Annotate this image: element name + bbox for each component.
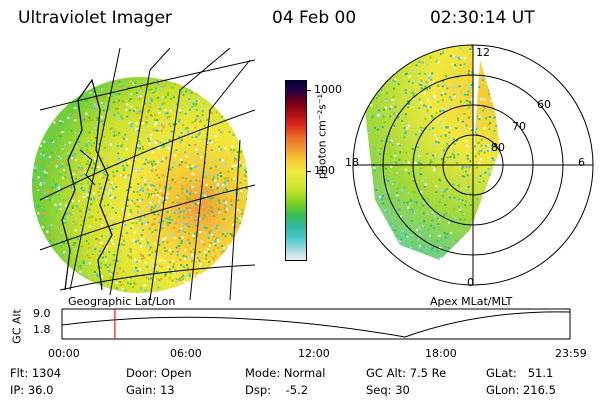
gc-alt-curve: [61, 311, 571, 338]
time-label: 02:30:14 UT: [430, 8, 535, 28]
apex-panel-label: Apex MLat/MLT: [430, 295, 513, 308]
glat-value: GLat: 51.1: [486, 366, 554, 380]
mlat-label-60: 60: [537, 98, 551, 111]
gc-alt-value: GC Alt: 7.5 Re: [366, 366, 447, 380]
mlt-label-12: 12: [476, 46, 490, 59]
seq-value: Seq: 30: [366, 383, 410, 397]
mlat-label-80: 80: [491, 141, 505, 154]
door-value: Door: Open: [126, 366, 192, 380]
mlt-label-0: 0: [467, 276, 474, 289]
colorbar-tick-label: 1000: [314, 83, 342, 97]
gc-alt-axis-label: GC Alt: [10, 309, 24, 344]
time-axis-label-0: 00:00: [48, 347, 80, 360]
gc-alt-y-label-max: 9.0: [33, 307, 51, 320]
date-label: 04 Feb 00: [272, 8, 357, 28]
mlt-label-6: 6: [578, 156, 585, 169]
time-axis-label-4: 23:59: [555, 347, 587, 360]
app-title: Ultraviolet Imager: [18, 8, 172, 28]
mlt-label-18: 18: [345, 156, 359, 169]
time-axis-label-3: 18:00: [425, 347, 457, 360]
glon-value: GLon: 216.5: [486, 383, 556, 397]
colorbar-tick: [306, 90, 311, 92]
colorbar-unit-label: photon cm⁻²s⁻¹: [315, 93, 329, 180]
colorbar-tick: [306, 171, 311, 173]
mlat-label-70: 70: [512, 120, 526, 133]
geographic-panel-label: Geographic Lat/Lon: [68, 295, 176, 308]
gain-value: Gain: 13: [126, 383, 175, 397]
dsp-value: Dsp: -5.2: [245, 383, 309, 397]
mode-value: Mode: Normal: [245, 366, 326, 380]
time-axis-label-2: 12:00: [298, 347, 330, 360]
colorbar: [285, 80, 307, 261]
colorbar-tick-label: 100: [314, 164, 335, 178]
ip-value: IP: 36.0: [10, 383, 54, 397]
time-axis-label-1: 06:00: [170, 347, 202, 360]
flt-value: Flt: 1304: [10, 366, 62, 380]
gc-alt-y-label-min: 1.8: [33, 323, 51, 336]
